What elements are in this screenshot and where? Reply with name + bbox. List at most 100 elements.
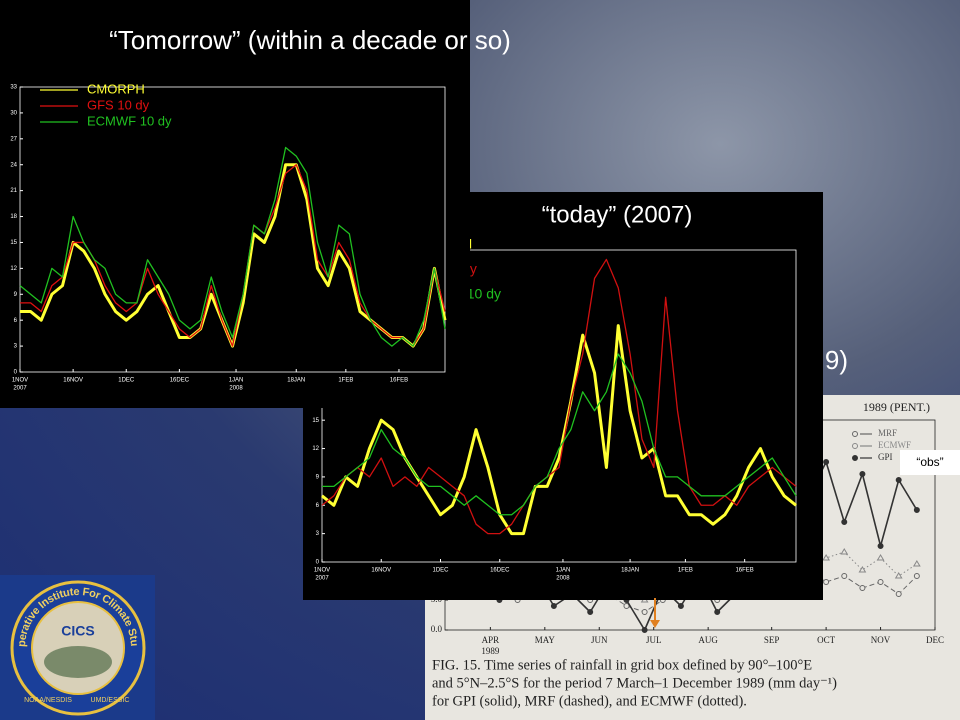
series-line [321,324,797,536]
logo-ring-text: Cooperative Institute For Climate Studie… [0,0,140,647]
point [823,459,830,465]
x-tick-year: 2008 [556,576,570,582]
point [859,471,866,477]
x-tick-year: 2007 [315,576,329,582]
chart-title: “today” (2007) [542,201,693,228]
x-tick-label: 1JAN [556,568,571,574]
logo-text-group: Cooperative Institute For Climate Studie… [0,0,140,647]
legend-label: MRF [878,428,897,438]
y-tick-label: 24 [10,162,17,168]
x-tick-label: 16NOV [63,378,83,384]
y-tick-label: 15 [10,240,17,246]
logo-left: NOAA/NESDIS [24,697,72,704]
series-line [321,258,797,535]
legend-label: ECMWF [878,440,911,450]
x-tick-label: 18JAN [287,378,305,384]
point [895,591,902,597]
x-tick-label: 16FEB [735,568,753,574]
y-tick-label: 3 [316,531,320,537]
point [677,603,684,609]
y-tick-label: 0 [316,560,320,566]
legend-symbol [852,431,858,437]
y-tick-label: 6 [316,503,320,509]
x-tick-label: SEP [764,635,780,645]
y-tick-label: 30 [10,110,17,116]
headline-fragment: 9) [825,345,848,375]
chart-title: “Tomorrow” (within a decade or so) [109,25,511,55]
point [877,579,884,585]
point [587,609,594,615]
x-tick-label: AUG [698,635,718,645]
x-tick-year: 2007 [13,386,27,392]
x-tick-label: DEC [926,635,944,645]
x-tick-label: 16DEC [490,568,510,574]
x-tick-label: 1JAN [229,378,244,384]
y-tick-label: 6 [14,318,18,324]
point [895,477,902,483]
point [623,603,630,609]
legend-label: GFS 10 dy [87,97,150,112]
y-tick-label: 12 [10,266,17,272]
x-tick-label: JUL [646,635,662,645]
x-tick-label: 1DEC [432,568,449,574]
x-tick-label: 1NOV [12,378,28,384]
point [841,573,848,579]
logo-center: CICS [61,623,94,639]
legend-symbol [852,455,858,461]
legend-label: CMORPH [87,81,145,96]
x-tick-label: 16NOV [371,568,391,574]
x-tick-label: APR [482,635,500,645]
chart-title: 1989 (PENT.) [863,400,930,414]
x-tick-label: 1NOV [314,568,330,574]
x-tick-label: 16FEB [390,378,408,384]
x-tick-label: NOV [871,635,891,645]
point [641,627,648,633]
point [714,609,721,615]
y-tick-label: 3 [14,344,18,350]
point [858,566,867,573]
legend-label: ECMWF 10 dy [87,113,172,128]
caption-line: FIG. 15. Time series of rainfall in grid… [432,657,812,673]
series-line [322,353,797,516]
caption-line: and 5°N–2.5°S for the period 7 March–1 D… [432,675,837,691]
y-tick-label: 18 [10,214,17,220]
x-tick-label: JUN [591,635,608,645]
y-tick-label: 21 [10,188,17,194]
x-tick-label: 18JAN [621,568,639,574]
point [840,548,849,555]
point [912,560,921,567]
point [823,579,830,585]
plot-frame [19,86,446,373]
x-tick-label: 1DEC [118,378,135,384]
point [859,585,866,591]
point [841,519,848,525]
point [894,572,903,579]
y-tick-label: 0.0 [431,624,443,634]
point [641,609,648,615]
point [876,554,885,561]
logo-turtle [44,646,112,678]
y-tick-label: 33 [10,85,17,91]
point [913,573,920,579]
point [913,507,920,513]
x-tick-year: 1989 [481,646,500,656]
logo-right: UMD/ESSIC [91,697,130,704]
obs-arrow-head [650,620,660,628]
y-tick-label: 15 [312,418,319,424]
x-tick-year: 2008 [229,386,243,392]
obs-box [900,450,960,475]
legend-label: GPI [878,452,893,462]
x-tick-label: MAY [535,635,556,645]
series-line [19,146,446,347]
obs-label: “obs” [916,455,943,469]
y-tick-label: 9 [316,474,320,480]
x-tick-label: 16DEC [170,378,190,384]
x-tick-label: OCT [817,635,836,645]
x-tick-label: 1FEB [678,568,693,574]
y-tick-label: 27 [10,136,17,142]
point [550,603,557,609]
point [822,554,830,561]
